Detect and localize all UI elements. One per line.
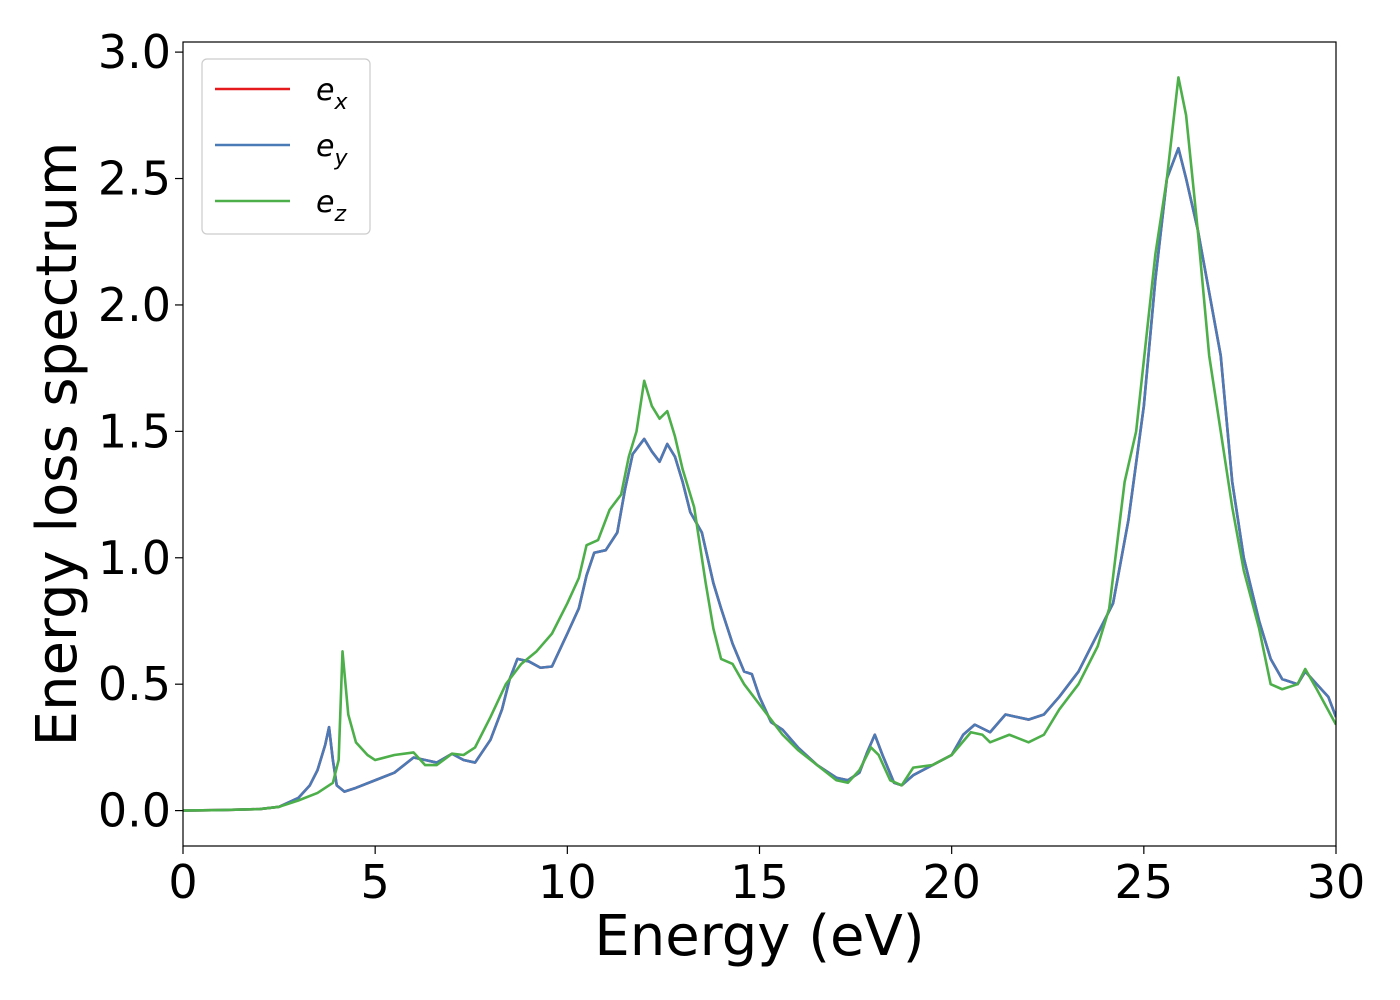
x-axis: 0 5 10 15 20 25 30 (168, 846, 1365, 909)
series-line-x (183, 146, 1336, 812)
x-axis-label: Energy (eV) (594, 904, 924, 969)
y-tick-label: 2.5 (98, 152, 171, 206)
series-layer (183, 76, 1336, 812)
y-tick-label: 1.5 (98, 404, 171, 458)
x-tick-label: 10 (538, 855, 597, 909)
x-tick-label: 15 (730, 855, 789, 909)
y-tick-label: 0.5 (98, 657, 171, 711)
y-tick-label: 1.0 (98, 531, 171, 585)
legend-label-x: ex (316, 73, 348, 115)
legend-label-y: ey (316, 129, 348, 171)
series-line-z (183, 76, 1336, 812)
y-tick-label: 2.0 (98, 278, 171, 332)
legend-label-z: ez (316, 185, 346, 227)
legend: ex ey ez (201, 58, 371, 235)
x-tick-label: 20 (922, 855, 981, 909)
y-tick-label: 3.0 (98, 25, 171, 79)
x-tick-label: 0 (168, 855, 197, 909)
x-tick-label: 25 (1115, 855, 1174, 909)
legend-box (201, 58, 371, 235)
y-tick-label: 0.0 (98, 784, 171, 838)
series-line-y (183, 146, 1336, 812)
x-tick-label: 30 (1307, 855, 1366, 909)
y-axis: 0.0 0.5 1.0 1.5 2.0 2.5 3.0 (98, 25, 183, 838)
y-axis-label: Energy loss spectrum (25, 142, 90, 747)
x-tick-label: 5 (361, 855, 390, 909)
